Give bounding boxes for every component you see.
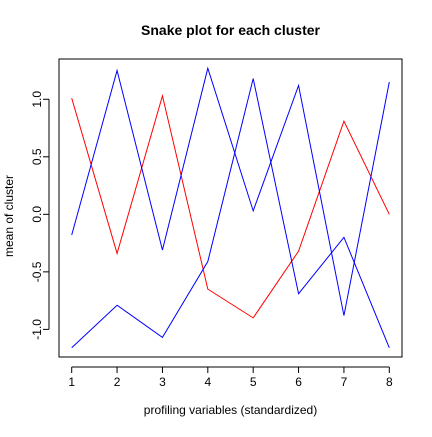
y-axis: -1.0 -0.5 0.0 0.5 1.0 — [30, 91, 50, 340]
x-tick-label: 4 — [204, 375, 211, 389]
x-tick-label: 7 — [341, 375, 348, 389]
x-tick-label: 3 — [159, 375, 166, 389]
series-line-1 — [71, 93, 390, 319]
y-tick-label: 0.5 — [30, 148, 44, 165]
y-axis-label: mean of cluster — [2, 175, 16, 257]
series-line-2 — [71, 66, 390, 316]
series-line-3 — [71, 78, 390, 349]
x-tick-label: 5 — [250, 375, 257, 389]
x-axis-label: profiling variables (standardized) — [144, 403, 317, 417]
x-tick-label: 1 — [68, 375, 75, 389]
x-tick-label: 8 — [386, 375, 393, 389]
x-tick-label: 6 — [295, 375, 302, 389]
x-tick-label: 2 — [114, 375, 121, 389]
y-tick-label: -1.0 — [30, 319, 44, 340]
y-tick-label: -0.5 — [30, 261, 44, 282]
y-tick-label: 1.0 — [30, 91, 44, 108]
y-tick-label: 0.0 — [30, 206, 44, 223]
series-lines — [71, 66, 390, 349]
x-axis: 1 2 3 4 5 6 7 8 — [68, 366, 393, 389]
chart-title: Snake plot for each cluster — [141, 22, 320, 38]
plot-area-frame — [58, 58, 403, 358]
